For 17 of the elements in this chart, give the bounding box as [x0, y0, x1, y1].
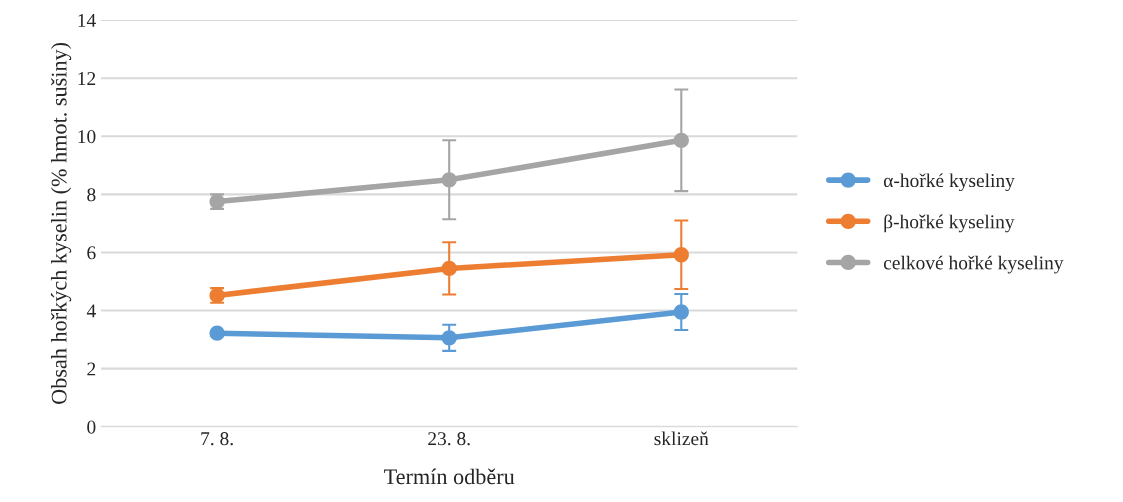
- legend-label: β-hořké kyseliny: [884, 214, 1015, 233]
- y-tick-label: 14: [78, 13, 96, 27]
- y-tick-label: 8: [87, 188, 96, 202]
- point: [209, 325, 225, 341]
- legend-label: α-hořké kyseliny: [883, 173, 1015, 192]
- y-axis-title: Obsah hořkých kyselin (% hmot. sušiny): [50, 42, 72, 404]
- legend-label: celkové hořké kyseliny: [883, 255, 1064, 274]
- y-tick-label: 4: [86, 304, 96, 318]
- y-tick-label: 12: [78, 72, 96, 85]
- y-tick-label: 0: [87, 420, 96, 434]
- x-tick-label: 7. 8.: [201, 432, 233, 446]
- x-tick-label: sklizeň: [654, 431, 709, 446]
- y-tick-label: 10: [78, 130, 96, 144]
- y-tick-label: 6: [87, 246, 96, 260]
- x-tick-label: 23. 8.: [428, 432, 470, 446]
- y-tick-label: 2: [87, 362, 96, 376]
- x-axis-title: Termín odběru: [384, 468, 515, 485]
